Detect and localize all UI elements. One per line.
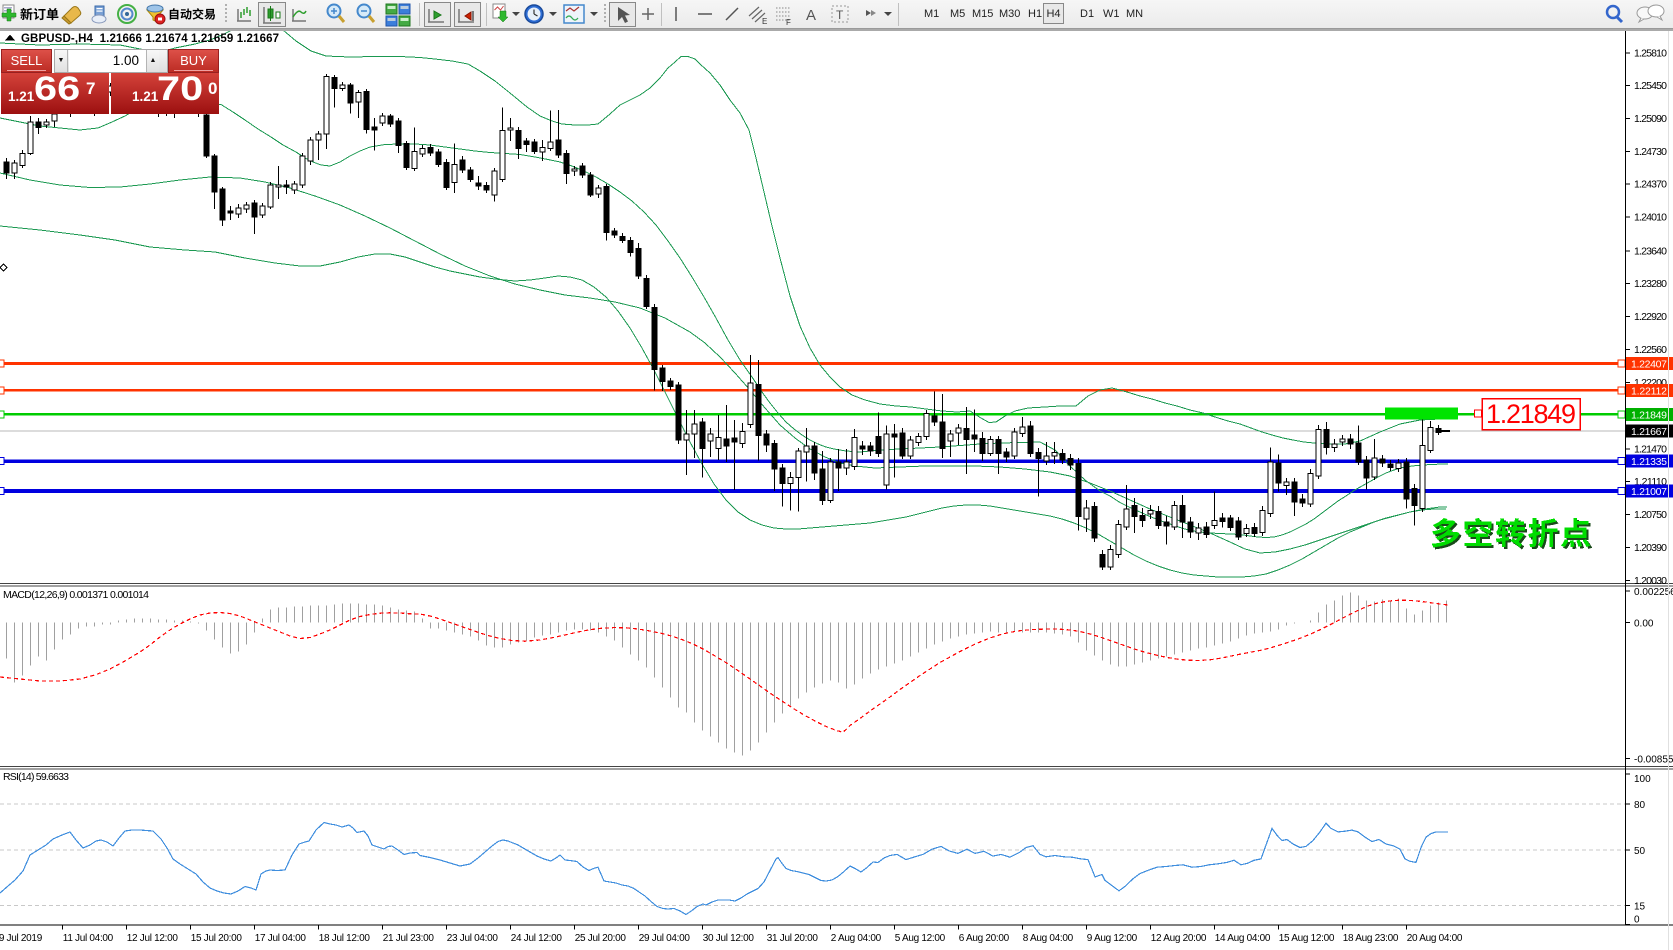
svg-text:1.21470: 1.21470 — [1634, 443, 1667, 455]
svg-text:21 Jul 23:00: 21 Jul 23:00 — [383, 933, 435, 944]
svg-text:1.21335: 1.21335 — [1631, 456, 1667, 468]
svg-text:1.20390: 1.20390 — [1634, 542, 1667, 554]
svg-text:0.00: 0.00 — [1634, 619, 1654, 630]
svg-text:20 Aug 04:00: 20 Aug 04:00 — [1407, 933, 1463, 944]
svg-text:100: 100 — [1634, 774, 1651, 785]
svg-text:1.20030: 1.20030 — [1634, 575, 1667, 587]
svg-text:1.21849: 1.21849 — [1631, 409, 1667, 421]
svg-text:12 Jul 12:00: 12 Jul 12:00 — [127, 933, 179, 944]
svg-text:1.20750: 1.20750 — [1634, 509, 1667, 521]
svg-text:31 Jul 20:00: 31 Jul 20:00 — [767, 933, 819, 944]
svg-text:18 Jul 12:00: 18 Jul 12:00 — [319, 933, 371, 944]
svg-text:6 Aug 20:00: 6 Aug 20:00 — [959, 933, 1010, 944]
svg-text:A: A — [806, 7, 816, 24]
svg-text:25 Jul 20:00: 25 Jul 20:00 — [575, 933, 627, 944]
svg-text:1.21007: 1.21007 — [1631, 486, 1667, 498]
svg-text:1.24010: 1.24010 — [1634, 212, 1667, 224]
svg-text:1.24370: 1.24370 — [1634, 179, 1667, 191]
svg-text:1.21849: 1.21849 — [1486, 399, 1576, 429]
svg-text:1.24730: 1.24730 — [1634, 146, 1667, 158]
svg-text:23 Jul 04:00: 23 Jul 04:00 — [447, 933, 499, 944]
svg-text:MACD(12,26,9) 0.001371 0.00101: MACD(12,26,9) 0.001371 0.001014 — [3, 589, 149, 601]
svg-text:GBPUSD-,H4 1.21666 1.21674 1.: GBPUSD-,H4 1.21666 1.21674 1.21659 1.216… — [21, 33, 279, 45]
svg-text:F: F — [786, 18, 791, 27]
svg-text:1.25090: 1.25090 — [1634, 113, 1667, 125]
svg-text:0: 0 — [1634, 915, 1640, 926]
svg-text:1.22920: 1.22920 — [1634, 311, 1667, 323]
svg-text:1.22560: 1.22560 — [1634, 344, 1667, 356]
svg-text:29 Jul 04:00: 29 Jul 04:00 — [639, 933, 691, 944]
svg-text:15: 15 — [1634, 902, 1646, 913]
svg-text:1.25810: 1.25810 — [1634, 47, 1667, 59]
svg-text:9 Jul 2019: 9 Jul 2019 — [0, 933, 43, 944]
svg-text:24 Jul 12:00: 24 Jul 12:00 — [511, 933, 563, 944]
svg-text:15 Aug 12:00: 15 Aug 12:00 — [1279, 933, 1335, 944]
svg-text:-0.008553: -0.008553 — [1634, 755, 1673, 766]
svg-text:80: 80 — [1634, 800, 1646, 811]
svg-text:8 Aug 04:00: 8 Aug 04:00 — [1023, 933, 1074, 944]
svg-text:0.002256: 0.002256 — [1634, 587, 1673, 598]
svg-text:30 Jul 12:00: 30 Jul 12:00 — [703, 933, 755, 944]
svg-text:E: E — [762, 17, 767, 26]
svg-text:5 Aug 12:00: 5 Aug 12:00 — [895, 933, 946, 944]
svg-text:1.23640: 1.23640 — [1634, 245, 1667, 257]
svg-text:50: 50 — [1634, 846, 1646, 857]
svg-text:2 Aug 04:00: 2 Aug 04:00 — [831, 933, 882, 944]
svg-text:1.23280: 1.23280 — [1634, 278, 1667, 290]
svg-text:1.22407: 1.22407 — [1631, 358, 1667, 370]
svg-text:9 Aug 12:00: 9 Aug 12:00 — [1087, 933, 1138, 944]
svg-text:1.25450: 1.25450 — [1634, 80, 1667, 92]
svg-text:17 Jul 04:00: 17 Jul 04:00 — [255, 933, 307, 944]
svg-text:1.21667: 1.21667 — [1631, 426, 1667, 438]
svg-text:14 Aug 04:00: 14 Aug 04:00 — [1215, 933, 1271, 944]
svg-text:12 Aug 20:00: 12 Aug 20:00 — [1151, 933, 1207, 944]
svg-text:1.22112: 1.22112 — [1631, 385, 1667, 397]
svg-text:15 Jul 20:00: 15 Jul 20:00 — [191, 933, 243, 944]
svg-text:T: T — [836, 8, 844, 22]
svg-text:11 Jul 04:00: 11 Jul 04:00 — [63, 933, 114, 944]
svg-text:RSI(14) 59.6633: RSI(14) 59.6633 — [3, 771, 69, 783]
svg-text:18 Aug 23:00: 18 Aug 23:00 — [1343, 933, 1399, 944]
